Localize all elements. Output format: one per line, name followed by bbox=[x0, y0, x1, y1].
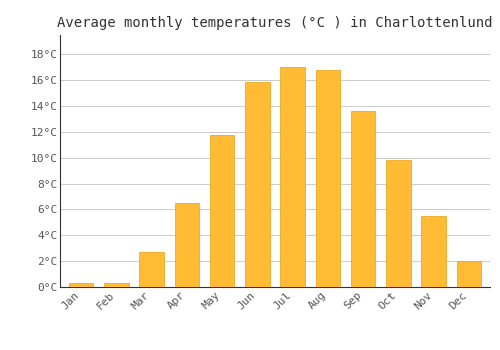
Bar bbox=[422, 216, 446, 287]
Bar bbox=[104, 283, 128, 287]
Bar bbox=[140, 252, 164, 287]
Bar bbox=[210, 134, 234, 287]
Bar bbox=[245, 82, 270, 287]
Bar bbox=[456, 261, 481, 287]
Title: Average monthly temperatures (°C ) in Charlottenlund: Average monthly temperatures (°C ) in Ch… bbox=[57, 16, 493, 30]
Bar bbox=[316, 70, 340, 287]
Bar bbox=[280, 67, 305, 287]
Bar bbox=[174, 203, 199, 287]
Bar bbox=[69, 283, 94, 287]
Bar bbox=[351, 111, 376, 287]
Bar bbox=[386, 160, 410, 287]
